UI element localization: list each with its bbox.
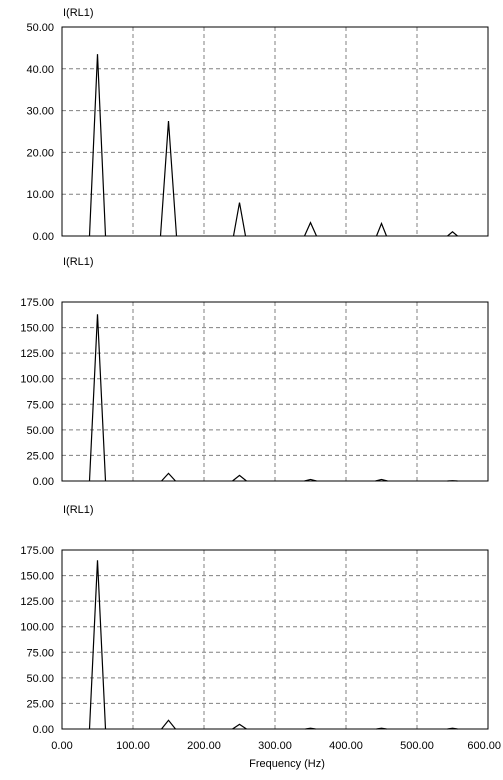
chart-2-y-tick-label: 75.00 xyxy=(26,399,54,411)
chart-2-y-tick-label: 175.00 xyxy=(20,297,54,309)
chart-3-x-axis-label: Frequency (Hz) xyxy=(249,758,325,770)
chart-2-y-tick-label: 0.00 xyxy=(33,476,54,488)
chart-3-x-tick-label: 200.00 xyxy=(187,740,221,752)
chart-2-peak-3 xyxy=(233,475,247,481)
chart-3-y-tick-label: 25.00 xyxy=(26,698,54,710)
chart-1-y-tick-label: 20.00 xyxy=(26,147,54,159)
chart-3-x-tick-label: 600.00 xyxy=(467,740,501,752)
chart-3-x-tick-label: 500.00 xyxy=(400,740,434,752)
chart-2-frame xyxy=(62,302,488,481)
chart-3-y-tick-label: 150.00 xyxy=(20,571,54,583)
chart-1-y-tick-label: 0.00 xyxy=(33,231,54,243)
chart-2-title: I(RL1) xyxy=(63,256,94,268)
chart-2-y-tick-label: 100.00 xyxy=(20,374,54,386)
chart-3-title: I(RL1) xyxy=(63,504,94,516)
chart-1-y-tick-label: 10.00 xyxy=(26,189,54,201)
chart-2-y-tick-label: 50.00 xyxy=(26,425,54,437)
chart-3-y-tick-label: 50.00 xyxy=(26,673,54,685)
chart-1-peak-2 xyxy=(161,121,177,236)
chart-3-y-tick-label: 175.00 xyxy=(20,545,54,557)
chart-1-title: I(RL1) xyxy=(63,7,94,19)
chart-2-peak-2 xyxy=(162,473,176,481)
chart-2-y-tick-label: 25.00 xyxy=(26,450,54,462)
chart-3-y-tick-label: 100.00 xyxy=(20,622,54,634)
chart-2-y-tick-label: 150.00 xyxy=(20,323,54,335)
chart-3-x-tick-label: 100.00 xyxy=(116,740,150,752)
chart-2-peak-1 xyxy=(90,314,106,481)
chart-3-peak-2 xyxy=(162,720,176,729)
chart-1-peak-5 xyxy=(377,223,387,236)
chart-1-y-tick-label: 50.00 xyxy=(26,22,54,34)
chart-1-y-tick-label: 30.00 xyxy=(26,106,54,118)
chart-1-peak-4 xyxy=(305,223,317,236)
chart-3-frame xyxy=(62,550,488,729)
chart-1-peak-6 xyxy=(448,232,458,236)
chart-3-y-tick-label: 125.00 xyxy=(20,596,54,608)
chart-2-y-tick-label: 125.00 xyxy=(20,348,54,360)
chart-1-peak-1 xyxy=(90,54,106,236)
chart-3-peak-3 xyxy=(233,724,247,729)
chart-1-y-tick-label: 40.00 xyxy=(26,64,54,76)
chart-3-x-tick-label: 400.00 xyxy=(329,740,363,752)
chart-3-x-tick-label: 300.00 xyxy=(258,740,292,752)
chart-3-y-tick-label: 75.00 xyxy=(26,647,54,659)
chart-3-y-tick-label: 0.00 xyxy=(33,724,54,736)
chart-3-x-tick-label: 0.00 xyxy=(51,740,72,752)
chart-1-peak-3 xyxy=(234,203,246,236)
